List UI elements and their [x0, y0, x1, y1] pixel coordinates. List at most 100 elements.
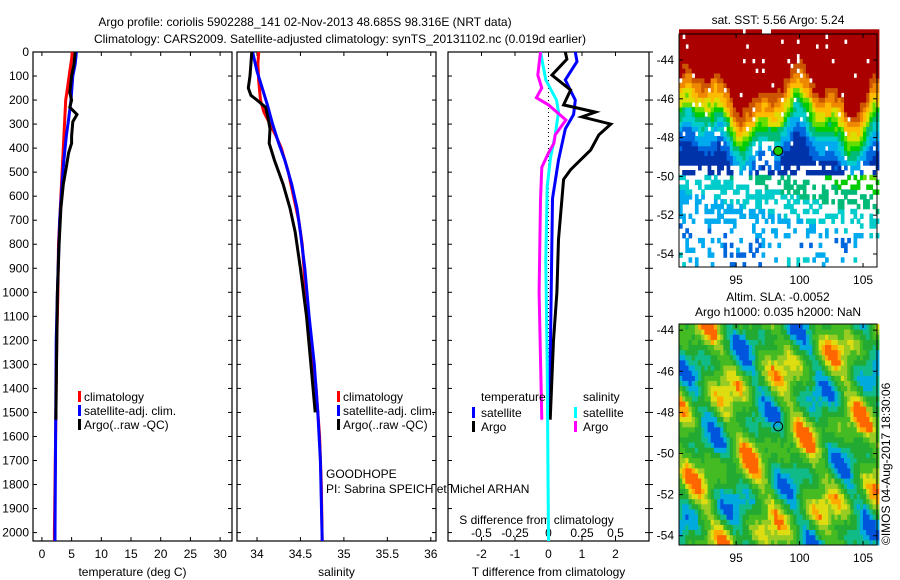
x-tick-label: 15 — [124, 547, 138, 561]
map-cell — [732, 519, 737, 525]
map-cell — [748, 437, 753, 443]
map-cell — [783, 48, 788, 55]
map-cell — [790, 29, 794, 35]
map-cell — [837, 462, 842, 469]
map-cell — [732, 498, 737, 505]
map-cell — [809, 170, 813, 176]
map-cell — [834, 334, 839, 340]
map-cell — [863, 160, 867, 166]
map-cell — [796, 498, 801, 505]
map-cell — [780, 493, 785, 500]
map-cell — [786, 136, 791, 142]
map-cell — [710, 140, 715, 147]
map-cell — [717, 334, 721, 340]
map-cell — [812, 390, 816, 397]
map-cell — [818, 493, 823, 500]
map-cell — [818, 170, 823, 176]
map-cell — [850, 478, 854, 484]
x-tick-label: 20 — [154, 547, 168, 561]
map-cell — [863, 519, 867, 525]
map-cell — [809, 43, 813, 50]
map-cell — [688, 170, 693, 176]
map-cell — [771, 39, 775, 45]
map-cell — [812, 483, 816, 489]
map-cell — [758, 329, 762, 335]
map-cell — [682, 92, 686, 98]
map-cell — [821, 339, 826, 345]
map-cell — [834, 483, 839, 489]
map-cell — [764, 509, 769, 515]
map-cell — [783, 150, 788, 156]
map-cell — [688, 53, 693, 59]
map-cell — [704, 462, 709, 469]
map-cell — [755, 116, 759, 122]
map-cell — [758, 406, 762, 412]
map-cell — [717, 437, 721, 443]
map-cell — [831, 218, 835, 224]
map-cell — [863, 111, 867, 118]
map-cell — [771, 48, 775, 55]
map-cell — [685, 498, 689, 505]
map-cell — [694, 396, 699, 402]
map-cell — [777, 431, 782, 438]
map-cell — [793, 509, 797, 515]
map-cell — [701, 43, 705, 50]
map-cell — [809, 360, 813, 366]
map-cell — [742, 82, 747, 89]
map-cell — [802, 48, 807, 55]
map-cell — [825, 87, 829, 93]
map-cell — [748, 478, 753, 484]
map-cell — [752, 524, 756, 530]
map-cell — [771, 58, 775, 64]
map-cell — [790, 509, 794, 515]
map-cell — [726, 43, 731, 50]
map-cell — [707, 431, 712, 438]
map-cell — [809, 442, 813, 448]
map-cell — [691, 452, 696, 459]
map-cell — [875, 150, 880, 156]
map-cell — [853, 380, 858, 387]
map-cell — [802, 92, 807, 98]
map-cell — [739, 39, 743, 45]
map-cell — [856, 421, 861, 428]
map-cell — [831, 498, 835, 505]
map-cell — [818, 467, 823, 474]
map-cell — [720, 73, 724, 79]
map-cell — [783, 324, 788, 330]
map-cell — [799, 519, 804, 525]
map-cell — [840, 43, 845, 50]
map-cell — [764, 34, 769, 40]
map-cell — [764, 121, 769, 127]
map-cell — [850, 493, 854, 500]
map-cell — [736, 396, 740, 402]
map-cell — [825, 58, 829, 64]
map-cell — [809, 218, 813, 224]
map-cell — [758, 262, 762, 268]
map-cell — [758, 165, 762, 171]
map-cell — [764, 426, 769, 433]
map-cell — [739, 354, 743, 361]
map-cell — [850, 349, 854, 356]
map-cell — [767, 136, 772, 142]
map-cell — [688, 354, 693, 361]
map-cell — [710, 431, 715, 438]
map-cell — [726, 406, 731, 412]
map-cell — [701, 324, 705, 330]
map-cell — [799, 53, 804, 59]
map-cell — [856, 92, 861, 98]
map-cell — [755, 406, 759, 412]
map-cell — [809, 380, 813, 387]
map-cell — [774, 228, 778, 234]
map-cell — [717, 121, 721, 127]
map-cell — [821, 199, 826, 205]
map-cell — [859, 498, 864, 505]
map-cell — [732, 426, 737, 433]
map-cell — [863, 406, 867, 412]
map-cell — [748, 145, 753, 152]
map-cell — [780, 370, 785, 376]
map-cell — [745, 421, 750, 428]
map-cell — [685, 116, 689, 122]
map-cell — [796, 426, 801, 433]
map-cell — [796, 111, 801, 118]
map-cell — [856, 102, 861, 108]
